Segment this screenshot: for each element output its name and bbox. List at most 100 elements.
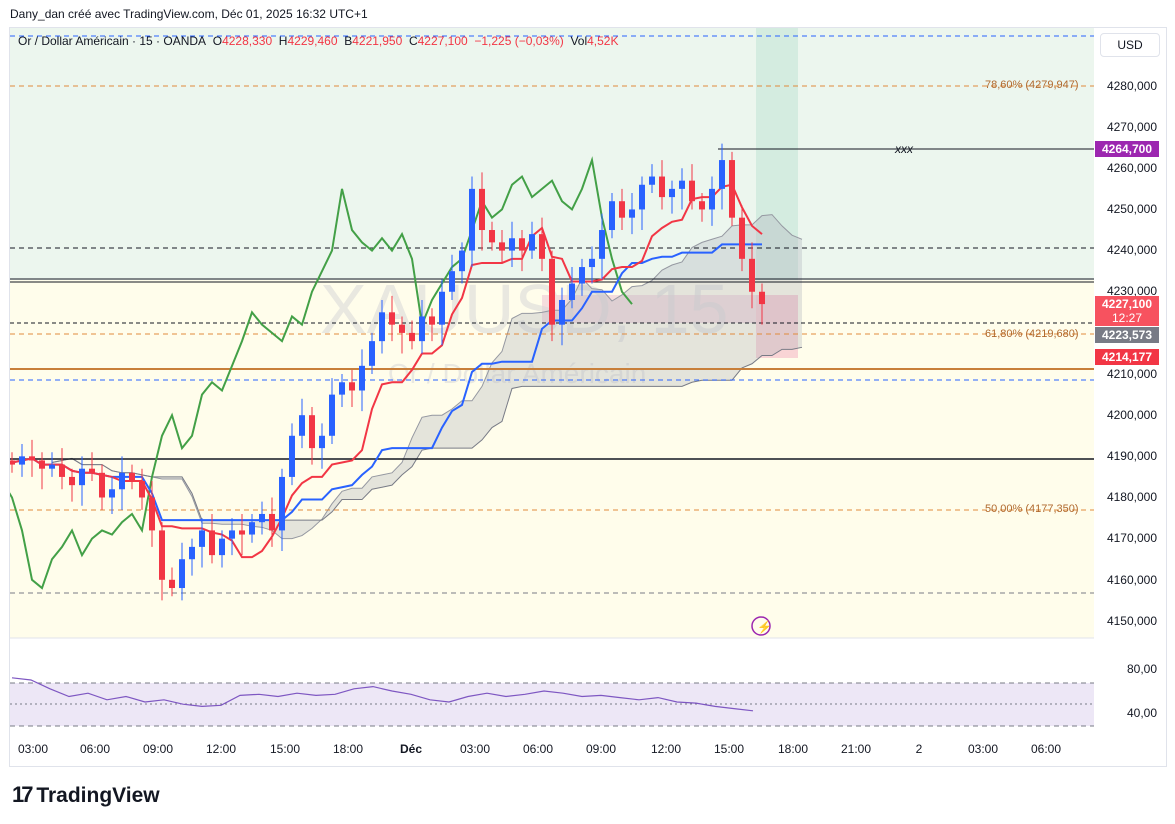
- candle-body: [699, 201, 705, 210]
- candle-body: [539, 234, 545, 259]
- last-price-tag: 4227,100 12:27: [1095, 296, 1159, 326]
- xxx-annotation: xxx: [894, 142, 914, 156]
- candle-body: [639, 184, 645, 210]
- candle-body: [469, 188, 475, 251]
- price-axis-label: 4180,000: [1106, 490, 1157, 504]
- candle-body: [139, 481, 145, 498]
- time-axis-label: 15:00: [269, 742, 301, 756]
- volume-label: Vol: [570, 34, 588, 48]
- candle-body: [709, 188, 715, 210]
- watermark-name: Or / Dollar Américain: [388, 358, 646, 389]
- candle-body: [119, 472, 125, 490]
- event-icon[interactable]: [751, 616, 771, 636]
- time-axis-label: 09:00: [142, 742, 174, 756]
- target-zone: [10, 28, 1094, 280]
- candle-body: [149, 497, 155, 531]
- time-axis-label: 06:00: [1030, 742, 1062, 756]
- ichimoku-lines: [10, 156, 763, 590]
- last-price: 4227,100: [1101, 297, 1153, 311]
- candle-body: [419, 316, 425, 342]
- chart-frame: [9, 27, 1167, 767]
- candle-body: [739, 217, 745, 259]
- low-value: 4221,950: [352, 34, 403, 48]
- candle-body: [69, 476, 75, 486]
- candle-body: [49, 464, 55, 469]
- price-axis-label: 4280,000: [1106, 79, 1157, 93]
- candle-body: [579, 267, 585, 284]
- candle-body: [459, 250, 465, 272]
- candle-body: [749, 258, 755, 292]
- candle-body: [89, 468, 95, 473]
- time-axis-label: 03:00: [967, 742, 999, 756]
- fib-618-label: 61,80% (4219,680): [985, 328, 1079, 340]
- candle-body: [529, 234, 535, 251]
- candle-body: [29, 456, 35, 461]
- long-position-profit: [756, 28, 798, 280]
- candle-body: [229, 530, 235, 539]
- candle-body: [249, 522, 255, 535]
- candle-body: [729, 160, 735, 218]
- candle-body: [589, 258, 595, 268]
- tradingview-logo[interactable]: 17 TradingView: [12, 782, 160, 808]
- symbol-name[interactable]: Or / Dollar Américain · 15 · OANDA: [18, 34, 207, 48]
- price-axis-label: 4190,000: [1106, 449, 1157, 463]
- tv-logo-icon: 17: [12, 782, 34, 807]
- candle-body: [59, 464, 65, 477]
- rsi-line: [11, 677, 754, 712]
- candle-body: [449, 271, 455, 292]
- currency-button[interactable]: USD: [1100, 33, 1160, 57]
- bar-countdown: 12:27: [1111, 311, 1143, 325]
- candle-body: [649, 176, 655, 185]
- candle-body: [509, 238, 515, 251]
- time-axis-label: 03:00: [17, 742, 49, 756]
- candle-body: [689, 180, 695, 202]
- candle-body: [239, 530, 245, 535]
- long-position-stop: [756, 295, 798, 358]
- close-value: 4227,100: [417, 34, 468, 48]
- time-axis-label: 12:00: [205, 742, 237, 756]
- candle-body: [309, 415, 315, 449]
- cloud-fill: [52, 214, 802, 539]
- candle-body: [169, 579, 175, 589]
- low-price-tag: 4214,177: [1095, 349, 1159, 365]
- candle-body: [389, 312, 395, 325]
- time-axis-label: 09:00: [585, 742, 617, 756]
- sell-zone: [542, 295, 798, 323]
- price-axis-label: 4160,000: [1106, 573, 1157, 587]
- candle-body: [209, 530, 215, 556]
- price-axis-label: 4250,000: [1106, 202, 1157, 216]
- time-axis-label: Déc: [399, 742, 423, 756]
- candle-body: [269, 513, 275, 531]
- candle-body: [359, 365, 365, 391]
- fib-786-label: 78,60% (4279,947): [985, 79, 1079, 91]
- time-axis-label: 18:00: [332, 742, 364, 756]
- price-axis-label: 4230,000: [1106, 284, 1157, 298]
- candle-body: [299, 415, 305, 436]
- open-value: 4228,330: [222, 34, 273, 48]
- candle-body: [199, 530, 205, 547]
- candle-body: [559, 299, 565, 325]
- candle-body: [569, 283, 575, 300]
- senkou-a-line: [51, 214, 803, 540]
- candle-body: [599, 230, 605, 259]
- candle-body: [429, 316, 435, 325]
- candle-body: [179, 559, 185, 589]
- candle-body: [369, 341, 375, 366]
- candle-body: [319, 435, 325, 449]
- candle-body: [669, 188, 675, 198]
- time-axis-label: 15:00: [713, 742, 745, 756]
- low-label: B: [344, 34, 353, 48]
- price-axis-label: 4200,000: [1106, 408, 1157, 422]
- candle-body: [39, 460, 45, 469]
- price-axis-label: 4150,000: [1106, 614, 1157, 628]
- chart-canvas[interactable]: XAUUSD, 15 Or / Dollar Américain xxx ⚡: [10, 28, 1094, 765]
- candle-body: [129, 472, 135, 482]
- time-axis-label: 21:00: [840, 742, 872, 756]
- candle-body: [99, 472, 105, 498]
- candle-body: [679, 180, 685, 189]
- candle-body: [609, 201, 615, 231]
- price-axis-label: 4270,000: [1106, 120, 1157, 134]
- price-axis-label: 4260,000: [1106, 161, 1157, 175]
- volume-value: 4,52K: [587, 34, 619, 48]
- candle-body: [259, 513, 265, 523]
